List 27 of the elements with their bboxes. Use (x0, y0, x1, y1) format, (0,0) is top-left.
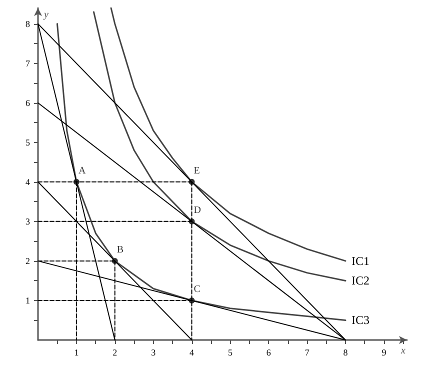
x-tick-label: 4 (190, 348, 194, 358)
series-label: IC2 (352, 274, 370, 288)
series-label: IC3 (352, 313, 370, 328)
series-label: IC1 (352, 254, 370, 268)
x-tick-label: 2 (112, 348, 118, 358)
x-tick-label: 3 (151, 348, 156, 358)
y-tick-label: 3 (26, 216, 30, 226)
y-tick-label: 4 (26, 176, 30, 187)
data-label: B (116, 244, 124, 256)
y-tick-label: 5 (26, 137, 30, 148)
y-tick-label: 6 (26, 98, 30, 108)
x-tick-label: 1 (74, 348, 79, 358)
x-tick-label: 6 (266, 348, 272, 358)
x-tick-label: 5 (228, 348, 233, 358)
y-tick-label: 7 (26, 58, 30, 68)
y-tick-label: 2 (26, 256, 30, 266)
x-tick-label: 8 (343, 348, 348, 358)
x-axis-title: x (400, 346, 406, 356)
data-label: D (194, 204, 201, 216)
x-tick-label: 9 (382, 348, 387, 358)
y-tick-label: 1 (26, 295, 30, 306)
y-axis-title: y (43, 10, 49, 20)
data-label: E (194, 165, 200, 176)
y-tick-label: 8 (26, 18, 30, 29)
data-label: A (78, 165, 86, 176)
x-tick-label: 7 (304, 348, 310, 358)
data-label: C (194, 284, 201, 295)
